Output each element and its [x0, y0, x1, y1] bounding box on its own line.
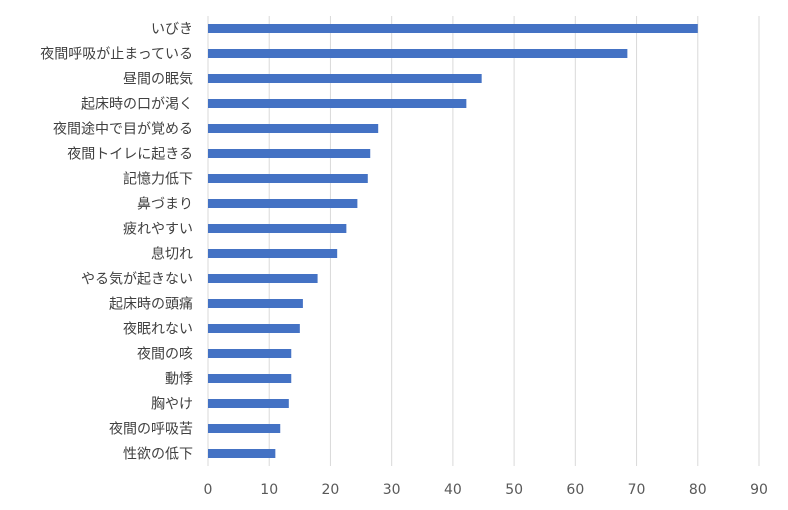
x-tick-label: 0 [204, 482, 213, 498]
category-label: 夜間途中で目が覚める [53, 121, 193, 138]
category-label: 昼間の眠気 [123, 72, 193, 88]
category-label: 夜間の咳 [137, 347, 193, 363]
x-tick-label: 40 [444, 482, 462, 498]
x-tick-label: 60 [566, 482, 584, 498]
category-label: 夜間トイレに起きる [67, 147, 193, 163]
bar [208, 99, 467, 108]
category-label: 胸やけ [151, 397, 193, 413]
bar [208, 49, 628, 58]
bar [208, 199, 358, 208]
category-label: やる気が起きない [81, 272, 193, 288]
x-tick-label: 10 [260, 482, 278, 498]
category-label: 夜間の呼吸苦 [109, 422, 193, 438]
x-tick-label: 90 [750, 482, 768, 498]
bar [208, 74, 482, 83]
x-tick-label: 20 [322, 482, 340, 498]
bar [208, 224, 347, 233]
bar [208, 174, 368, 183]
bar [208, 399, 289, 408]
bars [208, 24, 698, 458]
x-tick-label: 70 [628, 482, 646, 498]
category-label: 夜眠れない [123, 322, 193, 338]
category-label: 起床時の頭痛 [109, 296, 193, 313]
category-label: 息切れ [151, 246, 193, 263]
x-tick-label: 80 [689, 482, 707, 498]
bar [208, 349, 292, 358]
bar [208, 24, 698, 33]
category-label: 起床時の口が渇く [81, 97, 193, 113]
bar [208, 124, 379, 133]
bar [208, 249, 338, 258]
category-label: 性欲の低下 [123, 447, 193, 463]
bar [208, 324, 300, 333]
category-label: 夜間呼吸が止まっている [40, 47, 193, 63]
category-label: 疲れやすい [123, 221, 193, 238]
gridlines [207, 16, 760, 466]
x-tick-label: 30 [383, 482, 401, 498]
category-label: 動悸 [165, 372, 193, 388]
category-label: 記憶力低下 [123, 171, 193, 188]
category-label: いびき [151, 22, 193, 38]
category-labels: いびき夜間呼吸が止まっている昼間の眠気起床時の口が渇く夜間途中で目が覚める夜間ト… [40, 22, 193, 463]
x-axis-tick-labels: 0 10 20 30 40 50 60 70 80 90 [204, 482, 768, 498]
bar [208, 274, 318, 283]
x-tick-label: 50 [505, 482, 523, 498]
bar [208, 374, 292, 383]
category-label: 鼻づまり [137, 196, 193, 213]
bar [208, 449, 276, 458]
bar [208, 299, 303, 308]
bar [208, 149, 371, 158]
bar [208, 424, 281, 433]
